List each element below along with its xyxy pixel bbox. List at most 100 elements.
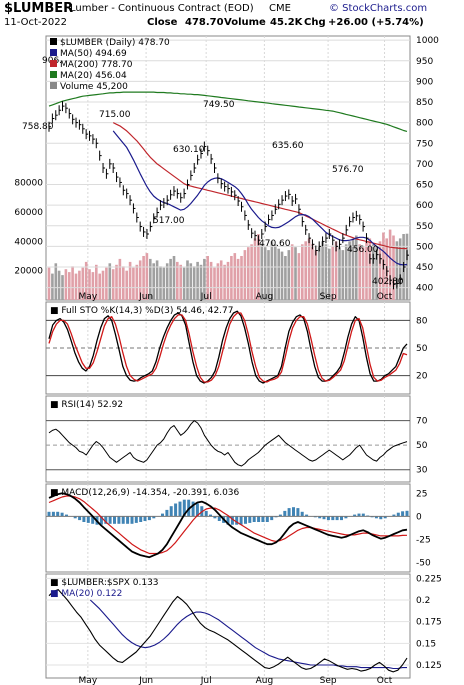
macd-histogram-bar: [178, 501, 182, 517]
volume-bar: [182, 267, 186, 300]
macd-histogram-bar: [165, 509, 169, 517]
macd-histogram-bar: [86, 516, 90, 523]
macd-histogram-bar: [47, 511, 51, 517]
macd-tick-label: -25: [416, 536, 431, 546]
macd-histogram-bar: [296, 508, 300, 517]
macd-histogram-bar: [51, 511, 55, 517]
volume-bar: [128, 261, 132, 300]
price-annotation: 630.10: [173, 145, 205, 155]
macd-histogram-bar: [182, 499, 186, 517]
volume-bar: [115, 264, 118, 300]
month-label: Oct: [377, 292, 393, 302]
macd-tick-label: 25: [416, 489, 427, 499]
volume-bar: [118, 258, 122, 300]
instrument-name: Lumber - Continuous Contract (EOD): [70, 3, 254, 14]
macd-histogram-bar: [204, 510, 208, 517]
macd-histogram-bar: [82, 516, 86, 522]
month-label: May: [79, 292, 98, 302]
macd-histogram-bar: [396, 512, 400, 517]
price-tick-label: 900: [416, 77, 433, 87]
price-annotation: 517.00: [153, 216, 185, 226]
volume-bar: [263, 247, 267, 300]
macd-histogram-bar: [374, 516, 378, 519]
stochastic-tick-label: 20: [416, 372, 428, 382]
macd-histogram-bar: [104, 516, 108, 524]
volume-bar: [311, 244, 314, 300]
macd-histogram-bar: [147, 516, 151, 521]
macd-histogram-bar: [91, 516, 95, 524]
volume-tick-label: 60000: [14, 208, 43, 218]
volume-bar: [324, 244, 328, 300]
volume-bar: [206, 256, 209, 300]
price-tick-label: 850: [416, 98, 433, 108]
volume-bar: [344, 244, 348, 300]
volume-bar: [250, 244, 253, 300]
volume-bar: [398, 238, 402, 300]
volume-bar: [122, 266, 125, 300]
ratio-tick-label: 0.15: [416, 639, 436, 649]
volume-bar: [392, 235, 395, 300]
rsi-tick-label: 70: [416, 417, 428, 427]
volume-bar: [162, 267, 166, 300]
volume-tick-label: 80000: [14, 179, 43, 189]
macd-histogram-bar: [331, 516, 335, 521]
volume-bar: [240, 256, 243, 300]
volume-bar: [54, 263, 58, 300]
macd-histogram-bar: [357, 513, 361, 517]
macd-histogram-bar: [283, 510, 287, 517]
macd-histogram-bar: [60, 512, 64, 517]
volume-bar: [199, 264, 203, 300]
macd-tick-label: 0: [416, 512, 422, 522]
volume-bar: [169, 258, 172, 300]
price-annotation: 456.00: [347, 245, 379, 255]
macd-histogram-bar: [405, 510, 409, 517]
macd-histogram-bar: [257, 516, 261, 522]
volume-bar: [297, 253, 301, 300]
macd-signal-line: [48, 495, 408, 555]
volume-bar: [108, 263, 112, 300]
macd-histogram-bar: [344, 516, 348, 519]
ratio-tick-label: 0.175: [416, 618, 442, 628]
volume-bar: [186, 260, 189, 300]
macd-histogram-bar: [322, 516, 326, 520]
volume-bar: [68, 272, 71, 300]
volume-bar: [159, 266, 162, 300]
macd-histogram-bar: [287, 508, 291, 517]
price-annotation: 715.00: [99, 110, 131, 120]
macd-histogram-bar: [213, 516, 217, 519]
price-tick-label: 950: [416, 57, 433, 67]
volume-bar: [243, 250, 247, 300]
macd-histogram-bar: [152, 516, 156, 519]
macd-histogram-bar: [226, 516, 230, 525]
macd-histogram-bar: [56, 511, 60, 517]
volume-bar: [189, 263, 193, 300]
volume-bar: [334, 241, 338, 300]
stochastic-legend: ■ Full STO %K(14,3) %D(3) 54.46, 42.77: [50, 306, 234, 316]
price-legend-entry: Volume 45,200: [60, 82, 128, 92]
volume-label: Volume: [224, 17, 266, 28]
close-label: Close: [147, 17, 178, 28]
volume-bar: [145, 253, 149, 300]
volume-bar: [196, 261, 199, 300]
watermark: © StockCharts.com: [329, 3, 428, 14]
macd-legend: ■ MACD(12,26,9) -14.354, -20.391, 6.036: [50, 488, 240, 498]
month-label-bottom: Jun: [138, 676, 153, 685]
macd-histogram-bar: [248, 516, 252, 523]
macd-histogram-bar: [300, 511, 304, 517]
volume-bar: [71, 266, 74, 300]
price-tick-label: 600: [416, 201, 433, 211]
macd-histogram-bar: [65, 514, 68, 517]
price-tick-label: 500: [416, 242, 433, 252]
volume-bar: [165, 263, 169, 300]
price-legend-entry: MA(200) 778.70: [60, 60, 133, 70]
volume-bar: [138, 260, 142, 300]
volume-bar: [213, 267, 216, 300]
volume-bar: [290, 244, 294, 300]
macd-histogram-bar: [169, 506, 173, 517]
month-label-bottom: Oct: [377, 676, 393, 685]
volume-bar: [304, 241, 307, 300]
macd-histogram-bar: [340, 516, 343, 521]
volume-bar: [368, 238, 372, 300]
price-annotation: 635.60: [272, 141, 304, 151]
